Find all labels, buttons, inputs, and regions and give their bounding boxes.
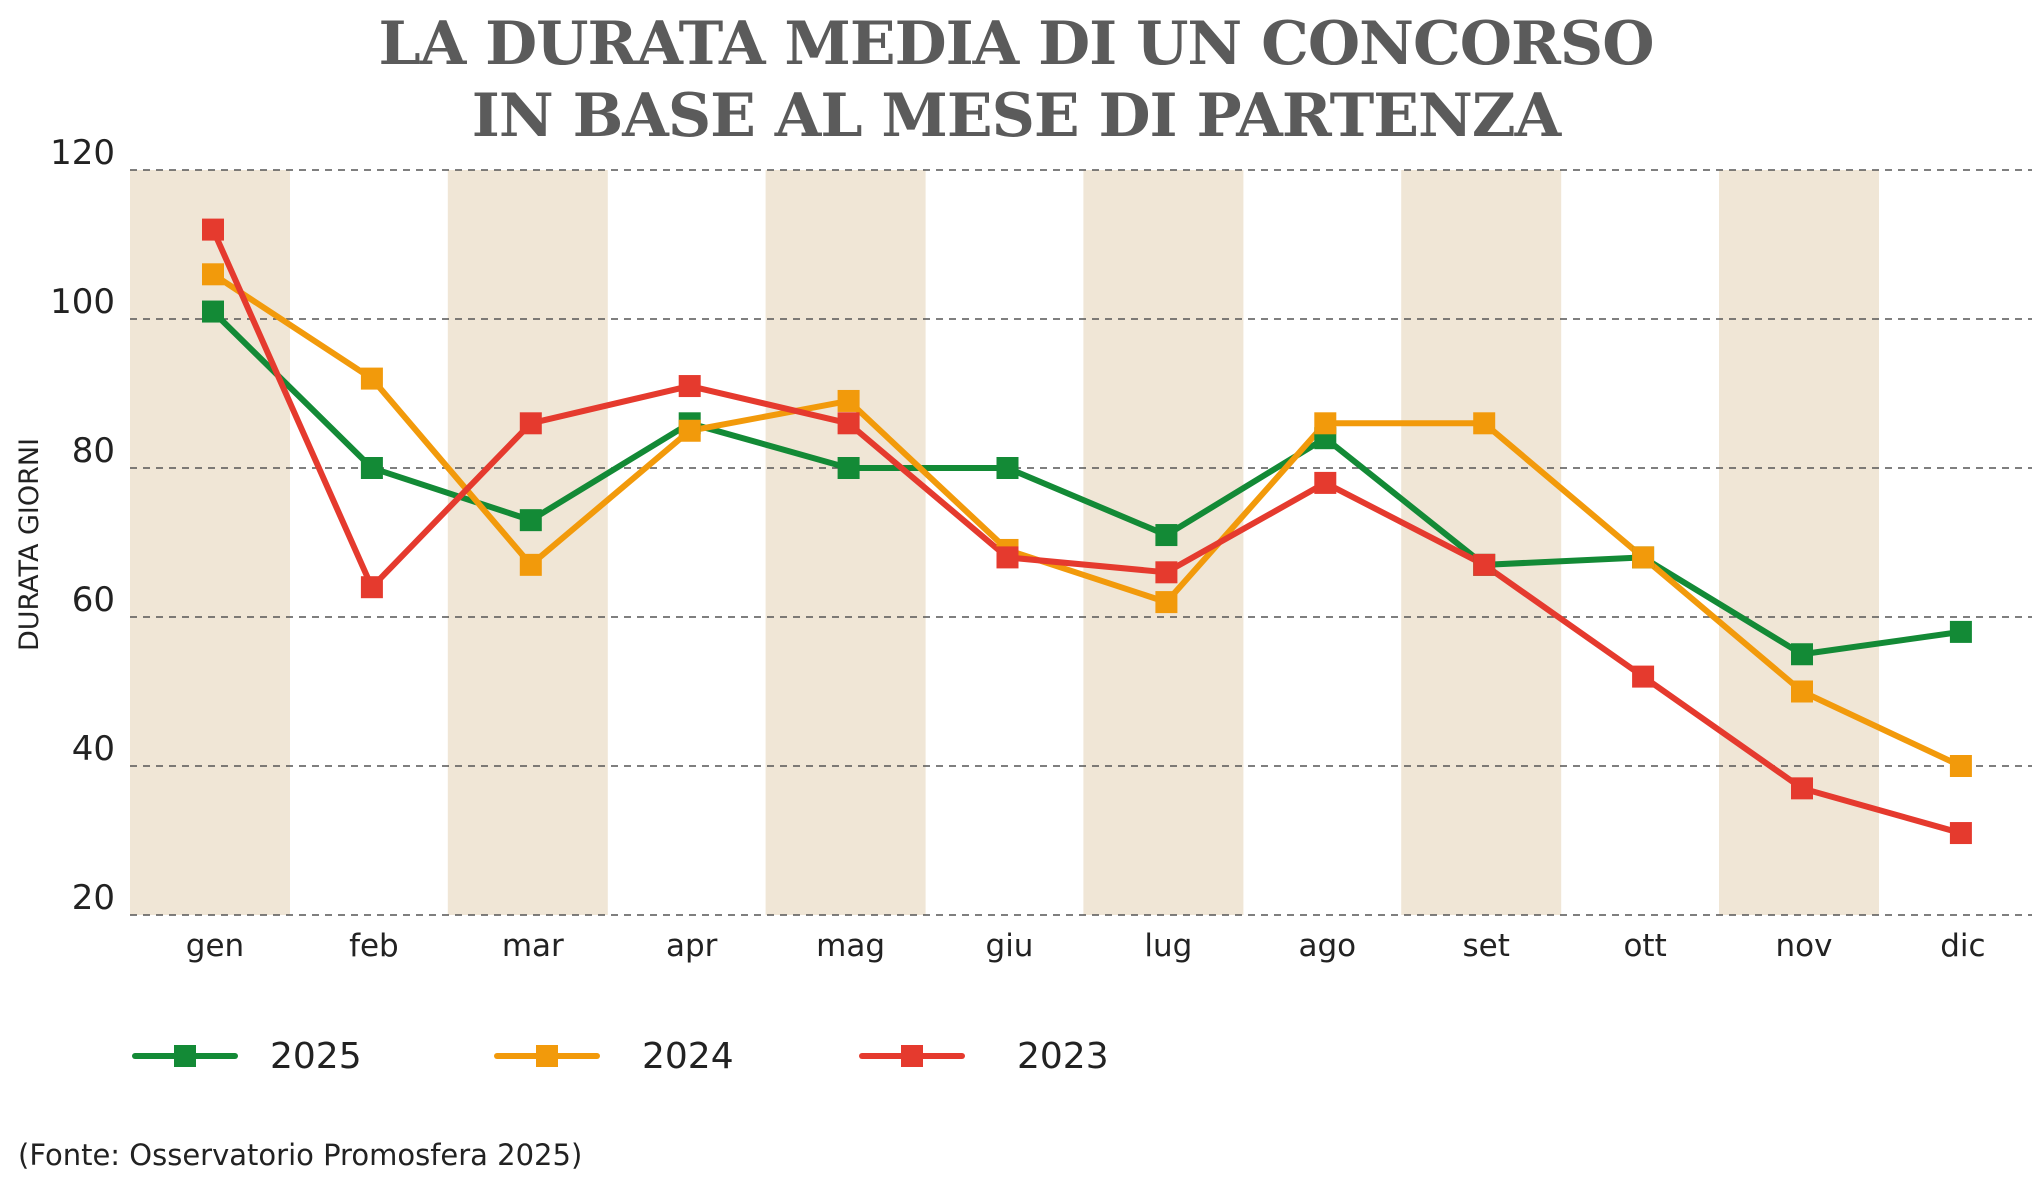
x-tick-label-set: set	[1463, 928, 1510, 964]
point-2023-feb	[360, 576, 383, 599]
point-2023-apr	[678, 375, 701, 398]
series-line-2023	[210, 226, 1964, 837]
chart-title: LA DURATA MEDIA DI UN CONCORSO IN BASE A…	[0, 8, 2032, 152]
point-2025-mar	[519, 509, 542, 532]
point-2023-ott	[1632, 665, 1655, 688]
legend-label-2024: 2024	[642, 1036, 734, 1077]
x-tick-label-dic: dic	[1940, 928, 1985, 964]
point-2023-mag	[837, 412, 860, 435]
x-tick-label-mar: mar	[502, 928, 564, 964]
y-tick-label-20: 20	[72, 878, 115, 918]
point-2023-dic	[1949, 822, 1972, 845]
point-2024-gen	[202, 263, 224, 286]
point-2023-lug	[1155, 561, 1178, 584]
legend-label-2023: 2023	[1017, 1036, 1109, 1077]
x-tick-label-mag: mag	[816, 928, 885, 964]
point-2024-set	[1473, 412, 1496, 435]
point-2025-nov	[1791, 643, 1813, 666]
point-2025-dic	[1949, 620, 1972, 643]
band-mar	[447, 170, 608, 915]
point-2025-mag	[837, 457, 860, 479]
band-mag	[765, 170, 926, 915]
point-2023-ago	[1314, 471, 1337, 494]
legend-marker-2023	[901, 1045, 923, 1067]
series-line-2024	[210, 271, 1964, 769]
legend-marker-2024	[536, 1045, 558, 1067]
point-2024-dic	[1949, 755, 1972, 777]
y-tick-label-40: 40	[72, 729, 115, 769]
y-tick-label-60: 60	[72, 580, 115, 620]
chart-title-line-2: IN BASE AL MESE DI PARTENZA	[471, 81, 1561, 151]
point-2024-apr	[678, 419, 701, 442]
point-2024-lug	[1155, 591, 1178, 614]
source-note: (Fonte: Osservatorio Promosfera 2025)	[18, 1138, 583, 1172]
legend-marker-2025	[174, 1045, 196, 1067]
y-tick-label-80: 80	[72, 431, 115, 471]
point-2024-mar	[519, 553, 542, 576]
legend-label-2025: 2025	[270, 1036, 362, 1077]
point-2024-mag	[837, 389, 860, 412]
point-2025-gen	[202, 300, 224, 323]
x-tick-label-feb: feb	[349, 928, 399, 964]
band-set	[1401, 170, 1562, 915]
point-2024-nov	[1791, 680, 1813, 703]
point-2024-ott	[1632, 546, 1655, 569]
x-tick-label-lug: lug	[1144, 928, 1192, 964]
point-2023-nov	[1791, 777, 1813, 800]
point-2023-gen	[202, 218, 224, 241]
point-2025-feb	[360, 457, 383, 479]
x-tick-label-gen: gen	[186, 928, 244, 964]
chart-title-line-1: LA DURATA MEDIA DI UN CONCORSO	[378, 9, 1655, 79]
x-tick-label-apr: apr	[666, 928, 718, 964]
point-2024-ago	[1314, 412, 1337, 435]
x-tick-label-giu: giu	[986, 928, 1034, 964]
point-2023-mar	[519, 412, 542, 435]
point-2023-giu	[996, 546, 1019, 569]
band-gen	[130, 170, 290, 915]
point-2025-giu	[996, 457, 1019, 479]
x-tick-label-ott: ott	[1623, 928, 1666, 964]
x-tick-label-ago: ago	[1298, 928, 1356, 964]
y-axis-label: DURATA GIORNI	[14, 438, 45, 651]
x-tick-label-nov: nov	[1776, 928, 1833, 964]
point-2024-feb	[360, 367, 383, 390]
point-2025-lug	[1155, 524, 1178, 547]
point-2023-set	[1473, 553, 1496, 576]
series-line-2025	[210, 308, 1964, 658]
y-tick-label-100: 100	[50, 282, 115, 322]
y-tick-label-120: 120	[50, 133, 115, 173]
